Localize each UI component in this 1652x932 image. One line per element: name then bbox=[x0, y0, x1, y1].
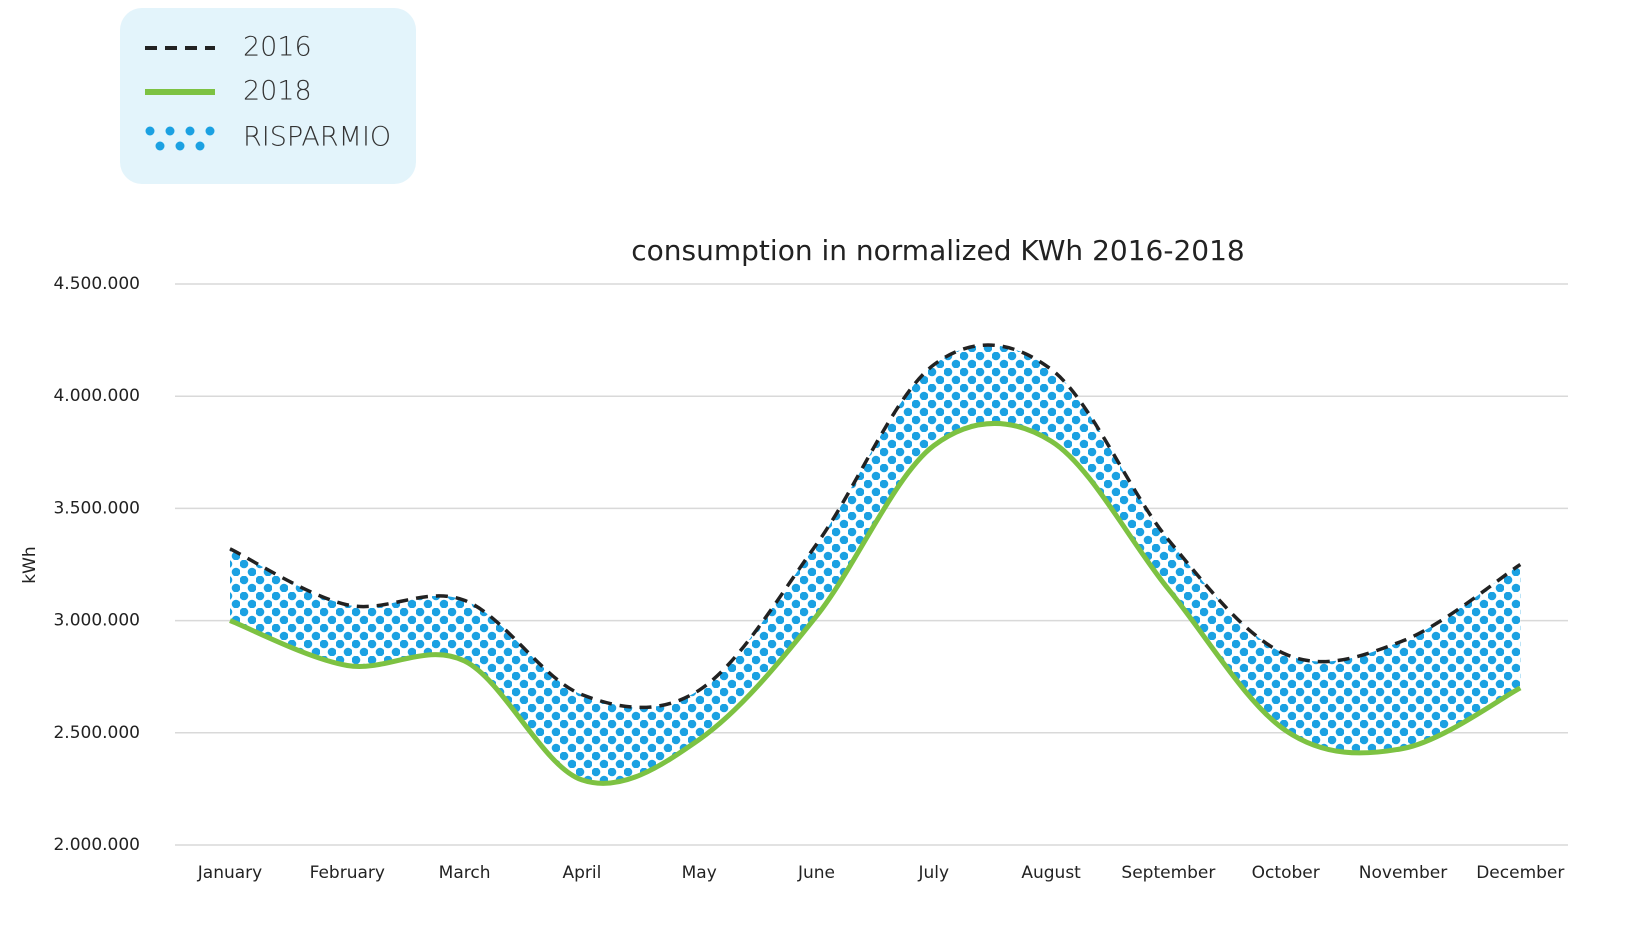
legend-label: 2016 bbox=[243, 32, 312, 63]
x-tick-label: June bbox=[797, 863, 835, 883]
x-tick-label: March bbox=[439, 863, 491, 883]
line-series bbox=[229, 343, 1522, 710]
x-tick-label: December bbox=[1476, 863, 1564, 883]
legend-swatch-dot bbox=[195, 141, 205, 151]
y-tick-label: 3.500.000 bbox=[53, 498, 140, 518]
chart-title: consumption in normalized KWh 2016-2018 bbox=[631, 234, 1244, 267]
y-tick-label: 4.500.000 bbox=[53, 274, 140, 294]
x-tick-label: August bbox=[1021, 863, 1081, 883]
x-tick-label: October bbox=[1252, 863, 1320, 883]
line-series bbox=[229, 420, 1522, 786]
legend-label: RISPARMIO bbox=[243, 122, 391, 153]
legend-swatch-dot bbox=[155, 141, 165, 151]
y-tick-label: 2.500.000 bbox=[53, 723, 140, 743]
savings-area bbox=[230, 345, 1521, 784]
y-axis-label: kWh bbox=[20, 546, 40, 583]
x-tick-label: February bbox=[310, 863, 385, 883]
legend-swatch-dot bbox=[205, 126, 215, 136]
legend-swatch-dot bbox=[175, 141, 185, 151]
x-tick-label: September bbox=[1121, 863, 1215, 883]
legend-label: 2018 bbox=[243, 76, 312, 107]
y-tick-label: 2.000.000 bbox=[53, 835, 140, 855]
y-tick-label: 3.000.000 bbox=[53, 611, 140, 631]
legend-box bbox=[120, 8, 416, 184]
x-tick-label: January bbox=[197, 863, 262, 883]
y-tick-label: 4.000.000 bbox=[53, 386, 140, 406]
x-tick-label: April bbox=[562, 863, 601, 883]
x-tick-label: November bbox=[1359, 863, 1447, 883]
legend-swatch-dot bbox=[165, 126, 175, 136]
legend-swatch-dot bbox=[145, 126, 155, 136]
x-tick-label: July bbox=[918, 863, 950, 883]
x-tick-label: May bbox=[682, 863, 717, 883]
legend-swatch-dot bbox=[185, 126, 195, 136]
